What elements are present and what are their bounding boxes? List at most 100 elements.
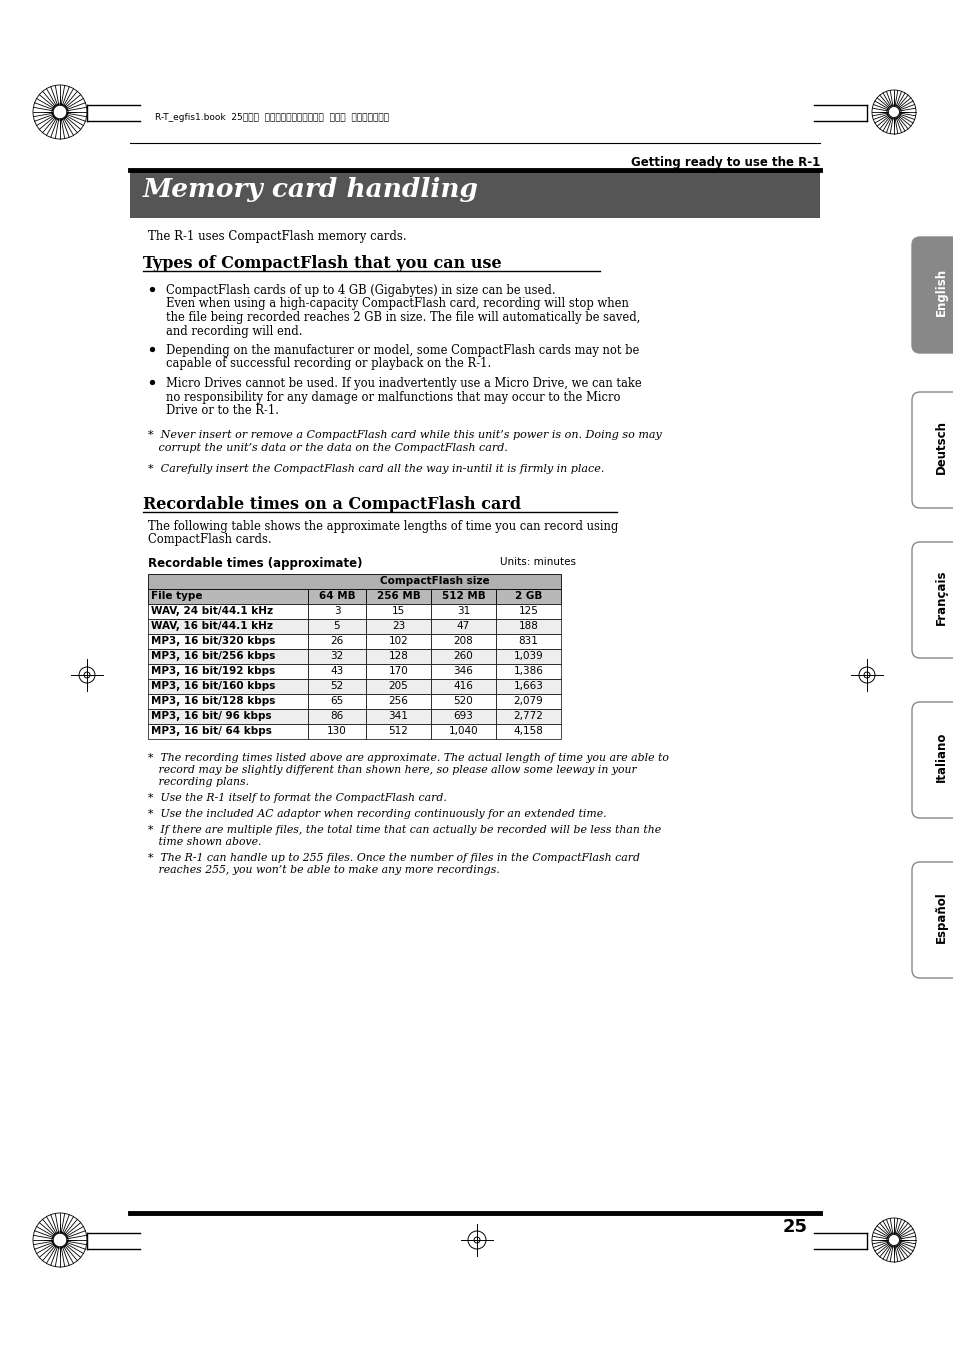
FancyBboxPatch shape — [431, 604, 496, 619]
FancyBboxPatch shape — [431, 709, 496, 724]
Text: 205: 205 — [388, 681, 408, 690]
Text: 32: 32 — [330, 651, 343, 661]
Text: 2,079: 2,079 — [513, 696, 543, 707]
Text: 1,386: 1,386 — [513, 666, 543, 676]
FancyBboxPatch shape — [148, 634, 308, 648]
FancyBboxPatch shape — [366, 634, 431, 648]
FancyBboxPatch shape — [431, 634, 496, 648]
Text: corrupt the unit’s data or the data on the CompactFlash card.: corrupt the unit’s data or the data on t… — [148, 443, 507, 453]
Text: 4,158: 4,158 — [513, 725, 543, 736]
Text: Español: Español — [934, 892, 946, 943]
FancyBboxPatch shape — [148, 619, 308, 634]
Text: 86: 86 — [330, 711, 343, 721]
Text: recording plans.: recording plans. — [148, 777, 249, 788]
Text: Français: Français — [934, 569, 946, 624]
Text: The R-1 uses CompactFlash memory cards.: The R-1 uses CompactFlash memory cards. — [148, 230, 406, 243]
Text: Italiano: Italiano — [934, 732, 946, 782]
FancyBboxPatch shape — [496, 619, 560, 634]
FancyBboxPatch shape — [148, 680, 308, 694]
FancyBboxPatch shape — [496, 589, 560, 604]
Text: WAV, 16 bit/44.1 kHz: WAV, 16 bit/44.1 kHz — [151, 621, 273, 631]
Text: 102: 102 — [388, 636, 408, 646]
Circle shape — [53, 1233, 67, 1247]
FancyBboxPatch shape — [148, 648, 308, 663]
Text: 65: 65 — [330, 696, 343, 707]
Text: Getting ready to use the R-1: Getting ready to use the R-1 — [630, 155, 820, 169]
Text: 416: 416 — [453, 681, 473, 690]
Text: MP3, 16 bit/128 kbps: MP3, 16 bit/128 kbps — [151, 696, 275, 707]
Text: 64 MB: 64 MB — [318, 590, 355, 601]
Text: *  Carefully insert the CompactFlash card all the way in-until it is firmly in p: * Carefully insert the CompactFlash card… — [148, 465, 604, 474]
FancyBboxPatch shape — [496, 663, 560, 680]
FancyBboxPatch shape — [308, 724, 366, 739]
FancyBboxPatch shape — [308, 589, 366, 604]
FancyBboxPatch shape — [366, 724, 431, 739]
Text: 31: 31 — [456, 607, 470, 616]
Text: Recordable times (approximate): Recordable times (approximate) — [148, 557, 362, 570]
Text: *  The R-1 can handle up to 255 files. Once the number of files in the CompactFl: * The R-1 can handle up to 255 files. On… — [148, 852, 639, 863]
Text: CompactFlash cards of up to 4 GB (Gigabytes) in size can be used.: CompactFlash cards of up to 4 GB (Gigaby… — [166, 284, 555, 297]
FancyBboxPatch shape — [431, 589, 496, 604]
Text: Recordable times on a CompactFlash card: Recordable times on a CompactFlash card — [143, 496, 520, 513]
Text: 2,772: 2,772 — [513, 711, 543, 721]
FancyBboxPatch shape — [308, 680, 366, 694]
FancyBboxPatch shape — [366, 663, 431, 680]
Text: 43: 43 — [330, 666, 343, 676]
FancyBboxPatch shape — [496, 648, 560, 663]
FancyBboxPatch shape — [308, 634, 366, 648]
Text: capable of successful recording or playback on the R-1.: capable of successful recording or playb… — [166, 358, 491, 370]
FancyBboxPatch shape — [148, 709, 308, 724]
Text: MP3, 16 bit/320 kbps: MP3, 16 bit/320 kbps — [151, 636, 275, 646]
Text: 15: 15 — [392, 607, 405, 616]
Text: 831: 831 — [518, 636, 537, 646]
FancyBboxPatch shape — [496, 709, 560, 724]
Text: 256 MB: 256 MB — [376, 590, 420, 601]
Text: 188: 188 — [518, 621, 537, 631]
FancyBboxPatch shape — [148, 574, 560, 589]
Text: the file being recorded reaches 2 GB in size. The file will automatically be sav: the file being recorded reaches 2 GB in … — [166, 311, 639, 324]
FancyBboxPatch shape — [366, 709, 431, 724]
Text: 47: 47 — [456, 621, 470, 631]
Text: Drive or to the R-1.: Drive or to the R-1. — [166, 404, 278, 417]
FancyBboxPatch shape — [366, 680, 431, 694]
Circle shape — [887, 107, 899, 118]
Text: *  The recording times listed above are approximate. The actual length of time y: * The recording times listed above are a… — [148, 753, 668, 763]
FancyBboxPatch shape — [431, 724, 496, 739]
Text: 170: 170 — [388, 666, 408, 676]
FancyBboxPatch shape — [308, 694, 366, 709]
Text: Units: minutes: Units: minutes — [499, 557, 576, 567]
FancyBboxPatch shape — [308, 709, 366, 724]
Text: *  Never insert or remove a CompactFlash card while this unit’s power is on. Doi: * Never insert or remove a CompactFlash … — [148, 430, 661, 439]
Text: CompactFlash cards.: CompactFlash cards. — [148, 534, 272, 547]
Text: 130: 130 — [327, 725, 347, 736]
FancyBboxPatch shape — [496, 680, 560, 694]
Text: 256: 256 — [388, 696, 408, 707]
Text: Micro Drives cannot be used. If you inadvertently use a Micro Drive, we can take: Micro Drives cannot be used. If you inad… — [166, 377, 641, 390]
FancyBboxPatch shape — [366, 694, 431, 709]
Text: 23: 23 — [392, 621, 405, 631]
Text: MP3, 16 bit/256 kbps: MP3, 16 bit/256 kbps — [151, 651, 275, 661]
Text: *  Use the included AC adaptor when recording continuously for an extended time.: * Use the included AC adaptor when recor… — [148, 809, 606, 819]
FancyBboxPatch shape — [496, 724, 560, 739]
FancyBboxPatch shape — [431, 680, 496, 694]
Text: 520: 520 — [453, 696, 473, 707]
FancyBboxPatch shape — [366, 619, 431, 634]
Text: and recording will end.: and recording will end. — [166, 324, 302, 338]
Text: MP3, 16 bit/192 kbps: MP3, 16 bit/192 kbps — [151, 666, 275, 676]
FancyBboxPatch shape — [308, 619, 366, 634]
Text: 2 GB: 2 GB — [515, 590, 541, 601]
FancyBboxPatch shape — [148, 589, 308, 604]
FancyBboxPatch shape — [496, 604, 560, 619]
FancyBboxPatch shape — [431, 694, 496, 709]
Text: Even when using a high-capacity CompactFlash card, recording will stop when: Even when using a high-capacity CompactF… — [166, 297, 628, 311]
Text: WAV, 24 bit/44.1 kHz: WAV, 24 bit/44.1 kHz — [151, 607, 273, 616]
Text: 693: 693 — [453, 711, 473, 721]
Text: R-T_egfis1.book  25ページ  ２００５年１１月１１日  金曜日  午後５時１３分: R-T_egfis1.book 25ページ ２００５年１１月１１日 金曜日 午後… — [154, 113, 389, 123]
Text: 1,663: 1,663 — [513, 681, 543, 690]
Text: Memory card handling: Memory card handling — [143, 177, 478, 203]
Text: *  Use the R-1 itself to format the CompactFlash card.: * Use the R-1 itself to format the Compa… — [148, 793, 446, 802]
FancyBboxPatch shape — [366, 604, 431, 619]
Text: 5: 5 — [334, 621, 340, 631]
Text: 125: 125 — [518, 607, 537, 616]
Text: 3: 3 — [334, 607, 340, 616]
